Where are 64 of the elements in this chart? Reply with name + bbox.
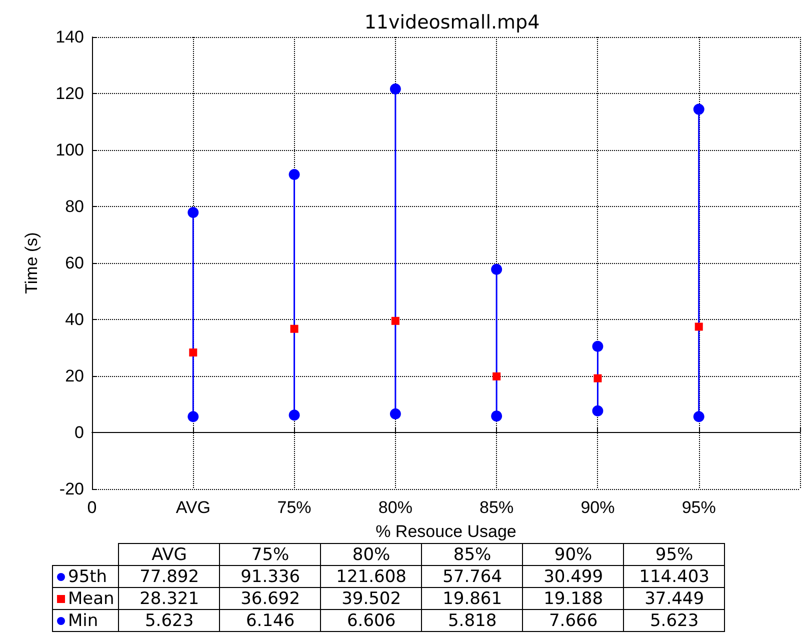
point [491,410,502,422]
category-label: 95% [655,544,694,564]
data-label: 37.449 [624,588,725,610]
y-tick-label: 140 [56,28,84,46]
point [592,405,604,416]
y-tick-label: 100 [56,140,84,160]
data-label: 91.336 [220,566,321,588]
legend-label: Mean [52,588,119,610]
x-tick-label: 90% [580,498,615,517]
y-tick-label: 120 [56,84,84,103]
data-label: 39.502 [320,588,422,610]
point [592,340,604,352]
point [390,408,401,420]
category-label: 80% [352,544,390,564]
point [391,316,400,325]
category-label: 90% [554,544,592,564]
chart-title: 11videosmall.mp4 [364,12,540,34]
x-tick-label: 85% [480,498,514,517]
y-tick-label: 0 [74,423,84,442]
data-label: 7.666 [522,610,624,632]
data-label: 19.188 [522,588,624,610]
y-tick-label: 60 [65,254,84,272]
data-label: 6.146 [220,610,321,632]
legend-label: Min [52,610,119,632]
category-label: 75% [251,544,290,564]
x-tick-label: AVG [176,498,210,517]
y-tick-label: -20 [59,480,84,498]
x-tick-label: 95% [682,498,716,517]
data-label: 5.818 [422,610,523,632]
legend-label: 95th [52,566,119,588]
y-tick-label: 80 [65,197,84,216]
x-tick-label: 75% [277,498,312,517]
point [189,348,198,356]
point [491,264,502,275]
y-tick-label: 40 [65,310,84,329]
data-label: 114.403 [624,566,725,588]
data-label: 19.861 [422,588,523,610]
point [694,322,703,331]
point [693,411,704,422]
data-label: 36.692 [220,588,321,610]
category-label: 85% [453,544,492,564]
data-label: 5.623 [624,610,725,632]
data-label: 121.608 [320,566,422,588]
point [188,411,199,422]
x-axis-title: % Resouce Usage [376,522,516,541]
point [594,374,602,382]
x-tick-label: 0 [87,498,97,517]
point [288,410,300,421]
point [188,206,199,218]
data-label: 30.499 [522,566,624,588]
data-label: 77.892 [118,566,220,588]
category-label: AVG [152,544,187,564]
point [390,83,401,94]
data-label: 5.623 [118,610,220,632]
data-label: 57.764 [422,566,523,588]
y-axis-title: Time (s) [22,232,41,294]
data-label: 28.321 [118,588,220,610]
y-tick-label: 20 [65,366,84,386]
point [288,168,300,180]
x-tick-label: 80% [378,498,412,517]
point [492,372,501,380]
data-label: 6.606 [320,610,422,632]
point [290,324,298,333]
point [693,104,704,115]
